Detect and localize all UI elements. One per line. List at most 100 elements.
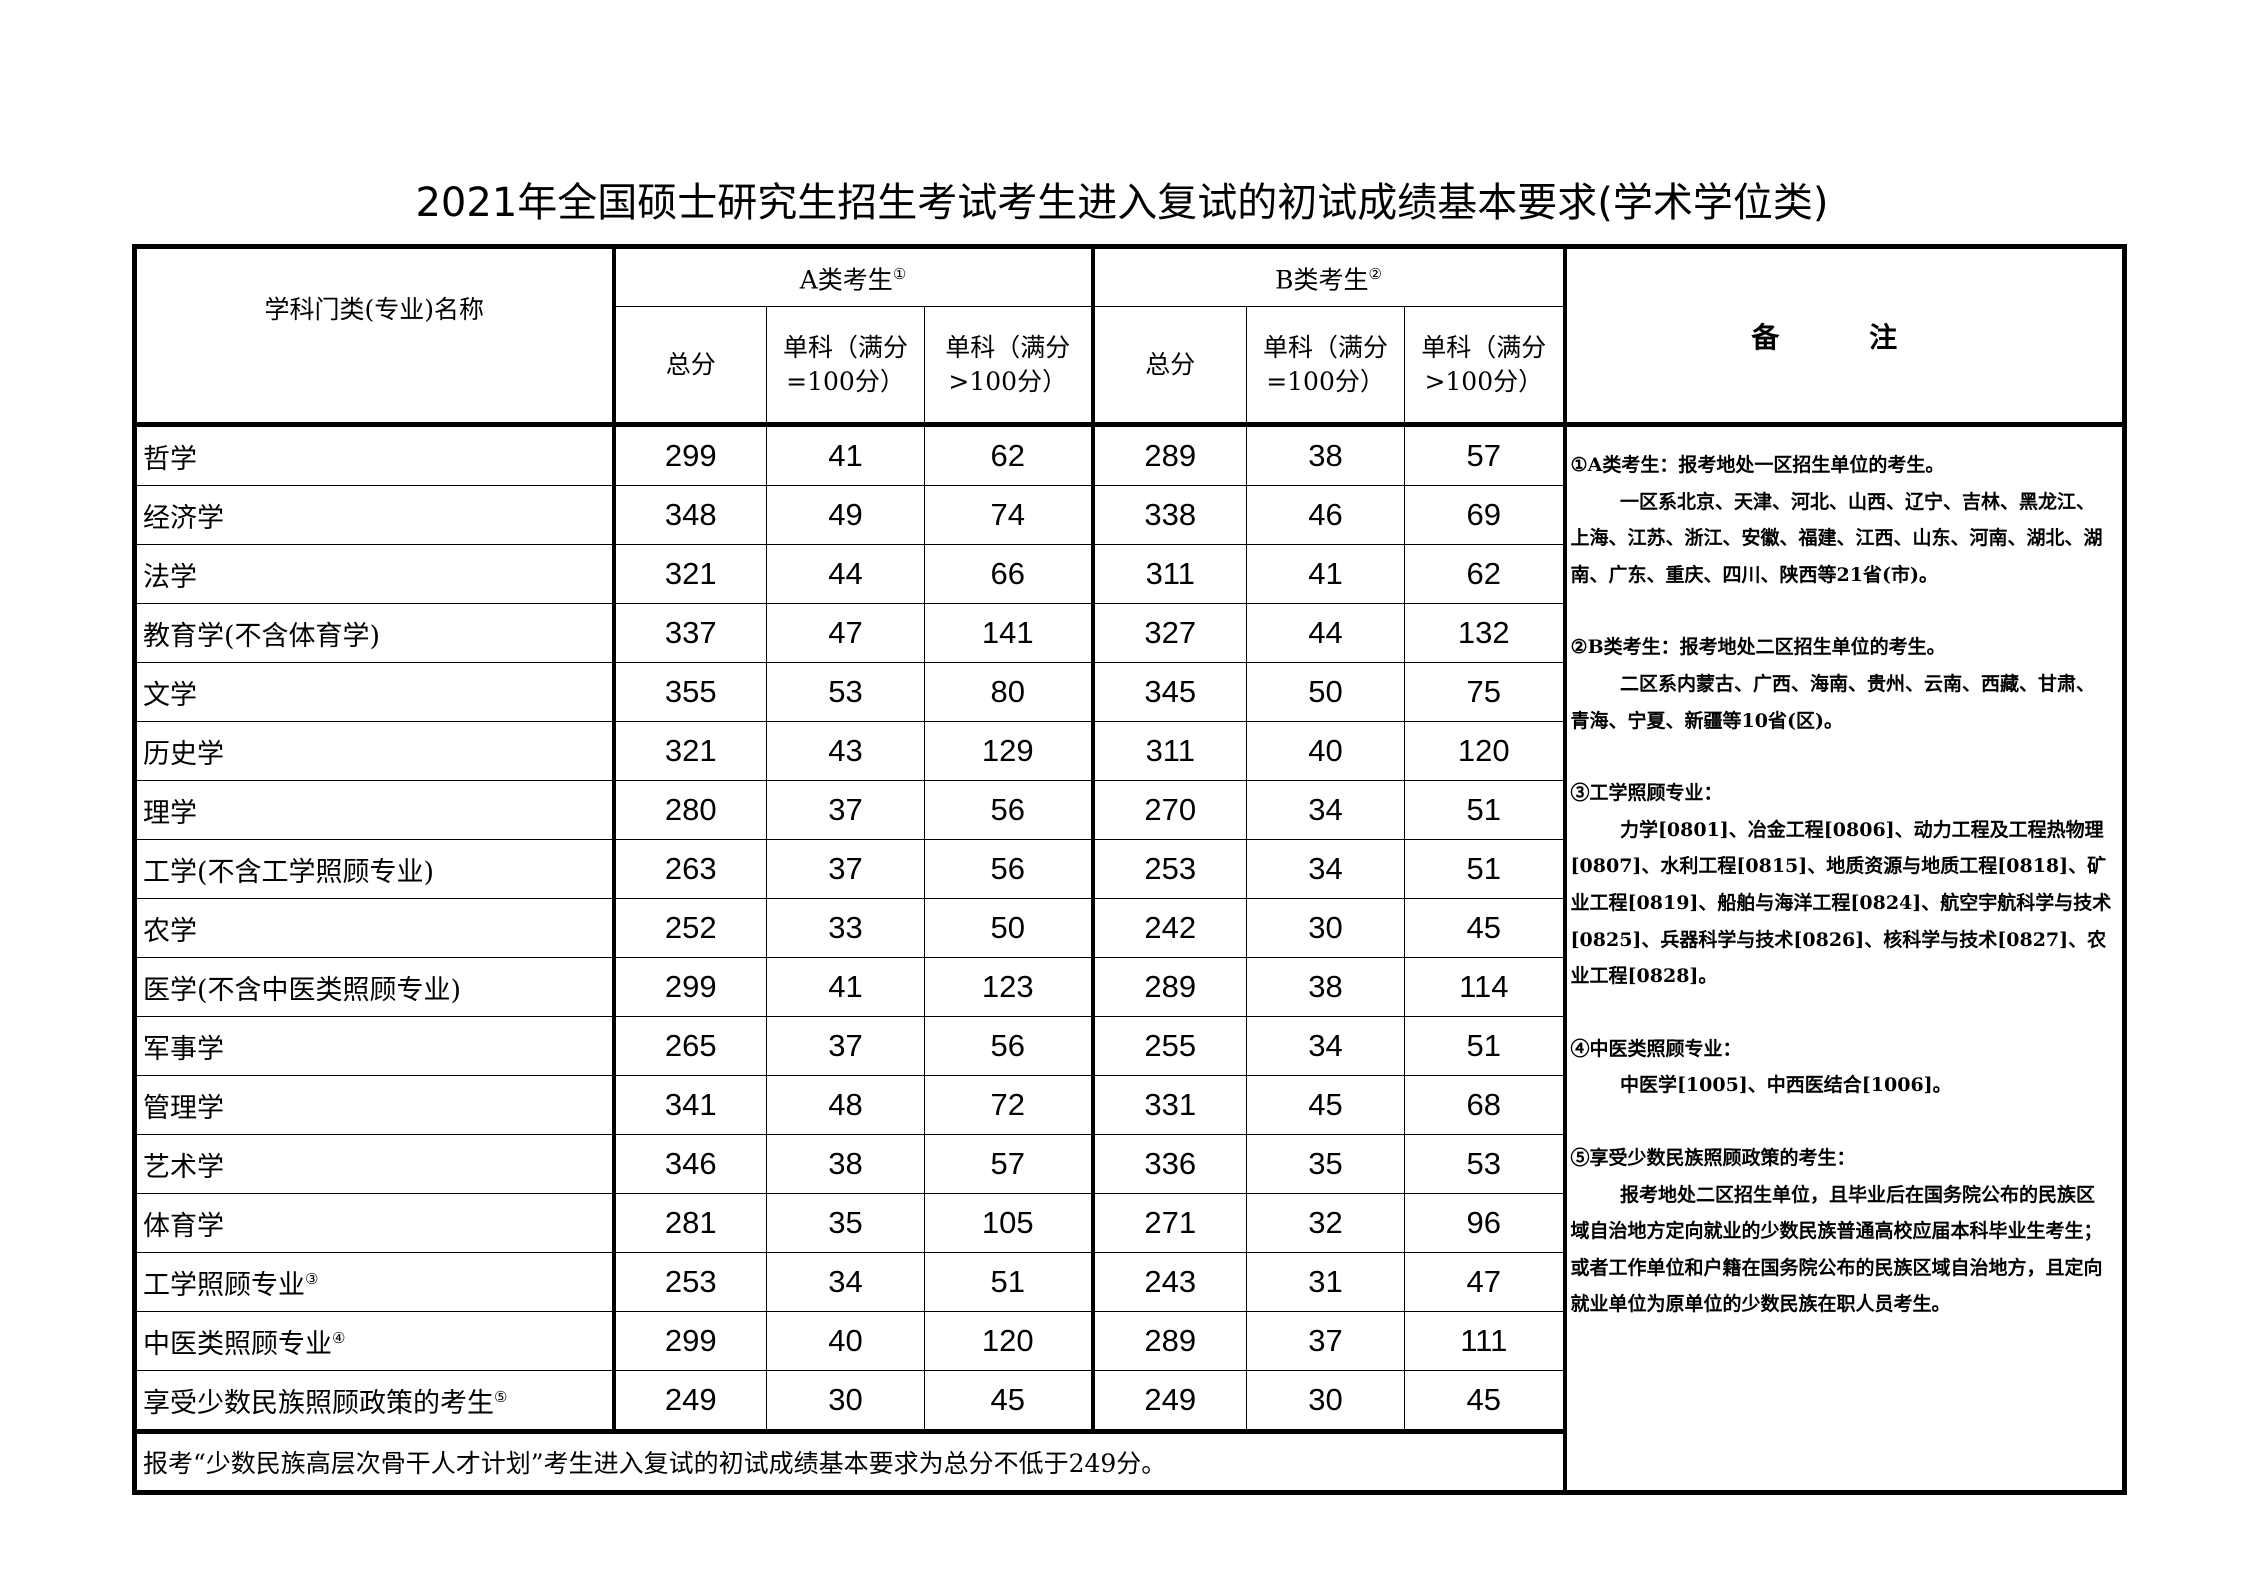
a-score-total: 299 [613, 957, 767, 1017]
b-score-singlegt100: 96 [1404, 1193, 1567, 1253]
score-table: 学科门类(专业)名称 A类考生① B类考生② 备 注 总分 单科（满分=100分… [132, 244, 2128, 1495]
table-row: 享受少数民族照顾政策的考生⑤ 249 30 45 249 30 45 [134, 1370, 2125, 1432]
b-score-single100: 45 [1246, 1075, 1406, 1135]
a-single100-header: 单科（满分=100分） [766, 306, 925, 427]
b-score-single100: 34 [1246, 839, 1406, 899]
b-score-single100: 34 [1246, 1016, 1406, 1076]
a-score-singlegt100: 120 [923, 1311, 1095, 1371]
a-score-singlegt100: 51 [923, 1252, 1095, 1312]
table-row: 文学 355 53 80 345 50 75 [134, 662, 2125, 722]
b-score-singlegt100: 68 [1404, 1075, 1567, 1135]
a-score-total: 348 [613, 485, 767, 545]
b-score-singlegt100: 47 [1404, 1252, 1567, 1312]
a-score-total: 252 [613, 898, 767, 958]
remarks-notes: ①A类考生：报考地处一区招生单位的考生。 一区系北京、天津、河北、山西、辽宁、吉林… [1562, 424, 2126, 1493]
subject-name: 历史学 [134, 721, 616, 781]
a-score-single100: 41 [766, 424, 925, 486]
b-score-singlegt100: 57 [1404, 424, 1567, 486]
group-a-header: A类考生① [612, 246, 1095, 307]
table-row: 历史学 321 43 129 311 40 120 [134, 721, 2125, 781]
note-heading: ①A类考生：报考地处一区招生单位的考生。 [1570, 454, 1945, 476]
b-score-singlegt100: 111 [1404, 1311, 1567, 1371]
a-score-single100: 34 [766, 1252, 925, 1312]
a-score-single100: 41 [766, 957, 925, 1017]
a-score-total: 253 [613, 1252, 767, 1312]
b-total-header: 总分 [1092, 306, 1248, 427]
b-score-total: 243 [1092, 1252, 1248, 1312]
subject-name-text: 历史学 [143, 738, 224, 770]
table-row: 工学照顾专业③ 253 34 51 243 31 47 [134, 1252, 2125, 1312]
b-score-total: 253 [1092, 839, 1248, 899]
a-score-single100: 47 [766, 603, 925, 663]
a-score-singlegt100: 56 [923, 1016, 1095, 1076]
subject-name: 哲学 [134, 424, 616, 486]
b-score-total: 271 [1092, 1193, 1248, 1253]
table-row: 农学 252 33 50 242 30 45 [134, 898, 2125, 958]
b-score-single100: 44 [1246, 603, 1406, 663]
group-b-header: B类考生② [1092, 246, 1567, 307]
a-score-total: 321 [613, 544, 767, 604]
a-singlegt100-header: 单科（满分>100分） [923, 306, 1095, 427]
note-body: 二区系内蒙古、广西、海南、贵州、云南、西藏、甘肃、青海、宁夏、新疆等10省(区)… [1570, 672, 2095, 732]
b-score-singlegt100: 51 [1404, 839, 1567, 899]
note-item: ①A类考生：报考地处一区招生单位的考生。 一区系北京、天津、河北、山西、辽宁、吉林… [1571, 447, 2113, 593]
b-score-singlegt100: 120 [1404, 721, 1567, 781]
a-score-singlegt100: 45 [923, 1370, 1095, 1432]
b-single100-header: 单科（满分=100分） [1246, 306, 1406, 427]
table-row: 理学 280 37 56 270 34 51 [134, 780, 2125, 840]
subject-name: 文学 [134, 662, 616, 722]
a-score-single100: 40 [766, 1311, 925, 1371]
a-score-total: 249 [613, 1370, 767, 1432]
b-singlegt100-header: 单科（满分>100分） [1404, 306, 1567, 427]
b-score-single100: 30 [1246, 1370, 1406, 1432]
note-heading: ③工学照顾专业： [1570, 782, 1723, 805]
footer-note: 报考“少数民族高层次骨干人才计划”考生进入复试的初试成绩基本要求为总分不低于24… [133, 1429, 1566, 1493]
note-heading: ②B类考生：报考地处二区招生单位的考生。 [1570, 636, 1946, 659]
b-score-singlegt100: 51 [1404, 1016, 1567, 1076]
group-a-label: A类考生 [799, 265, 893, 295]
subject-name-text: 教育学(不含体育学) [143, 620, 381, 652]
a-score-total: 346 [613, 1134, 767, 1194]
b-score-total: 336 [1092, 1134, 1248, 1194]
table-row: 教育学(不含体育学) 337 47 141 327 44 132 [134, 603, 2125, 663]
a-score-total: 281 [613, 1193, 767, 1253]
table-row: 工学(不含工学照顾专业) 263 37 56 253 34 51 [134, 839, 2125, 899]
a-score-singlegt100: 66 [923, 544, 1095, 604]
subject-name: 中医类照顾专业④ [134, 1311, 616, 1371]
a-score-singlegt100: 56 [923, 780, 1095, 840]
b-score-total: 242 [1092, 898, 1248, 958]
table-row: 体育学 281 35 105 271 32 96 [134, 1193, 2125, 1253]
a-total-header: 总分 [613, 306, 767, 427]
a-score-singlegt100: 72 [923, 1075, 1095, 1135]
b-score-total: 327 [1092, 603, 1248, 663]
b-score-single100: 30 [1246, 898, 1406, 958]
b-score-singlegt100: 45 [1404, 898, 1567, 958]
b-score-total: 338 [1092, 485, 1248, 545]
b-score-single100: 38 [1246, 957, 1406, 1017]
note-body: 报考地处二区招生单位，且毕业后在国务院公布的民族区域自治地方定向就业的少数民族普… [1570, 1183, 2103, 1316]
a-score-single100: 37 [766, 780, 925, 840]
a-score-single100: 37 [766, 1016, 925, 1076]
subject-name-text: 管理学 [143, 1092, 224, 1124]
footer-row: 报考“少数民族高层次骨干人才计划”考生进入复试的初试成绩基本要求为总分不低于24… [133, 1429, 2125, 1493]
b-score-total: 311 [1092, 721, 1248, 781]
note-body: 力学[0801]、冶金工程[0806]、动力工程及工程热物理[0807]、水利工… [1570, 818, 2112, 988]
footnote-mark: ⑤ [494, 1387, 508, 1406]
note-heading: ④中医类照顾专业： [1570, 1037, 1742, 1060]
b-score-single100: 31 [1246, 1252, 1406, 1312]
b-score-single100: 40 [1246, 721, 1406, 781]
b-score-singlegt100: 69 [1404, 485, 1567, 545]
b-score-single100: 38 [1246, 424, 1406, 486]
b-score-singlegt100: 51 [1404, 780, 1567, 840]
table-row: 医学(不含中医类照顾专业) 299 41 123 289 38 114 [134, 957, 2125, 1017]
table-row: 中医类照顾专业④ 299 40 120 289 37 111 [134, 1311, 2125, 1371]
b-score-total: 311 [1092, 544, 1248, 604]
group-b-footnote-mark: ② [1368, 265, 1382, 284]
footnote-mark: ③ [305, 1269, 319, 1288]
table-row: 管理学 341 48 72 331 45 68 [134, 1075, 2125, 1135]
a-score-singlegt100: 57 [923, 1134, 1095, 1194]
a-score-total: 321 [613, 721, 767, 781]
subject-name: 农学 [134, 898, 616, 958]
subject-name: 军事学 [134, 1016, 616, 1076]
remarks-header: 备 注 [1562, 246, 2126, 427]
